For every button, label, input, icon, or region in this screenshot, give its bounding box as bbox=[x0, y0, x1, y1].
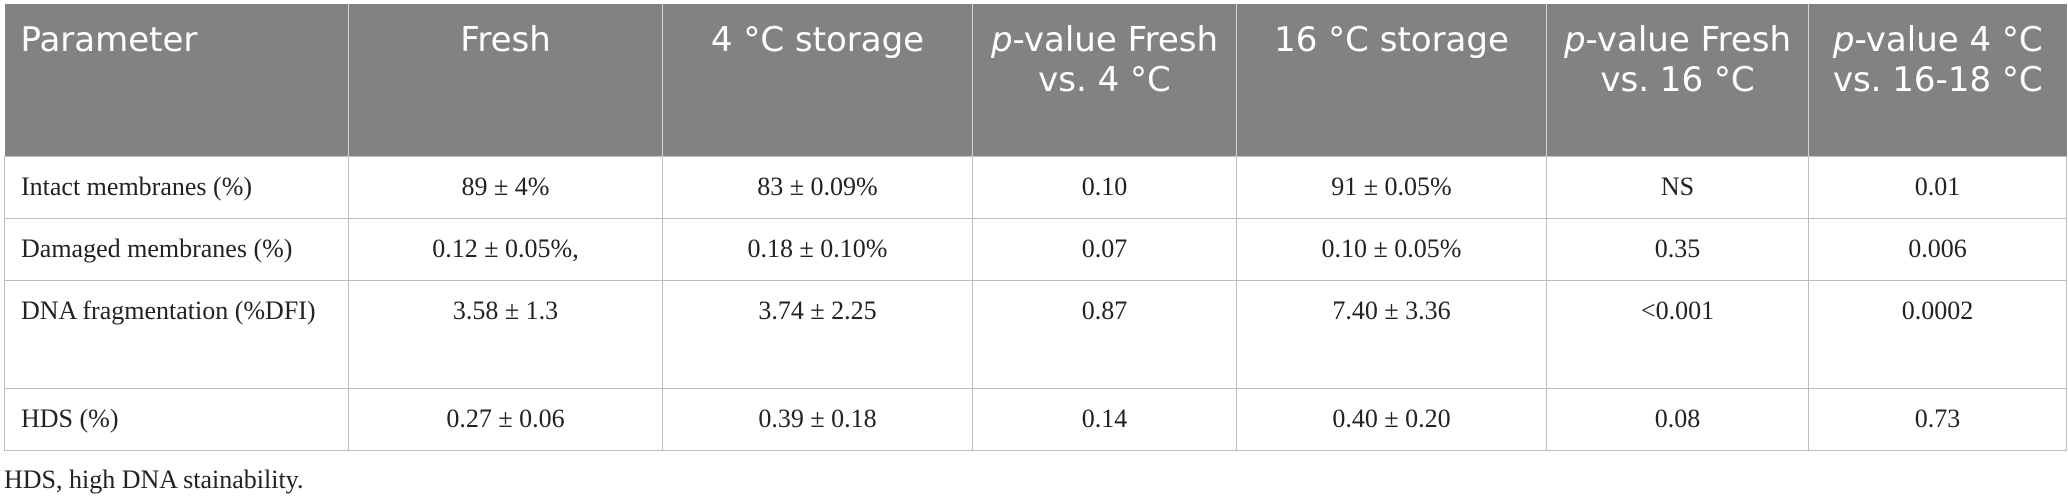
header-p-italic: p bbox=[990, 20, 1013, 60]
row-label: Intact membranes (%) bbox=[4, 155, 349, 218]
results-table: Parameter Fresh 4 °C storage p-value Fre… bbox=[4, 4, 2067, 451]
header-p-rest: -value Fresh vs. 16 °C bbox=[1585, 20, 1792, 100]
table-cell: 0.10 bbox=[972, 155, 1237, 218]
header-p-italic: p bbox=[1832, 20, 1855, 60]
table-cell: 0.35 bbox=[1546, 217, 1809, 280]
table-row: DNA fragmentation (%DFI) 3.58 ± 1.3 3.74… bbox=[4, 279, 2067, 388]
table-cell: 91 ± 0.05% bbox=[1236, 155, 1547, 218]
table-row: Intact membranes (%) 89 ± 4% 83 ± 0.09% … bbox=[4, 155, 2067, 218]
table-cell: 89 ± 4% bbox=[348, 155, 663, 218]
table-cell: 83 ± 0.09% bbox=[662, 155, 973, 218]
table-cell: 0.006 bbox=[1808, 217, 2067, 280]
header-4c-storage: 4 °C storage bbox=[662, 4, 973, 156]
header-pvalue-fresh-vs-4c: p-value Fresh vs. 4 °C bbox=[972, 4, 1237, 156]
table-cell: 0.01 bbox=[1808, 155, 2067, 218]
row-label: Damaged membranes (%) bbox=[4, 217, 349, 280]
table-cell: 0.08 bbox=[1546, 387, 1809, 451]
table-cell: 7.40 ± 3.36 bbox=[1236, 279, 1547, 388]
header-pvalue-fresh-vs-16c: p-value Fresh vs. 16 °C bbox=[1546, 4, 1809, 156]
header-parameter: Parameter bbox=[4, 4, 349, 156]
table-cell: 3.74 ± 2.25 bbox=[662, 279, 973, 388]
table-cell: 0.12 ± 0.05%, bbox=[348, 217, 663, 280]
table-footnote: HDS, high DNA stainability. bbox=[4, 465, 304, 494]
table-cell: NS bbox=[1546, 155, 1809, 218]
header-p-rest: -value 4 °C vs. 16-18 °C bbox=[1832, 20, 2043, 100]
table-cell: 0.14 bbox=[972, 387, 1237, 451]
header-fresh: Fresh bbox=[348, 4, 663, 156]
row-label: DNA fragmentation (%DFI) bbox=[4, 279, 349, 388]
table-cell: 0.07 bbox=[972, 217, 1237, 280]
row-label: HDS (%) bbox=[4, 387, 349, 451]
header-p-italic: p bbox=[1563, 20, 1586, 60]
header-row: Parameter Fresh 4 °C storage p-value Fre… bbox=[4, 4, 2067, 156]
table-cell: 0.10 ± 0.05% bbox=[1236, 217, 1547, 280]
table-cell: 0.18 ± 0.10% bbox=[662, 217, 973, 280]
table-cell: 0.27 ± 0.06 bbox=[348, 387, 663, 451]
header-p-rest: -value Fresh vs. 4 °C bbox=[1012, 20, 1219, 100]
header-16c-storage: 16 °C storage bbox=[1236, 4, 1547, 156]
data-table-container: Parameter Fresh 4 °C storage p-value Fre… bbox=[4, 4, 2067, 451]
table-cell: 0.40 ± 0.20 bbox=[1236, 387, 1547, 451]
table-cell: 0.73 bbox=[1808, 387, 2067, 451]
header-pvalue-4c-vs-16-18c: p-value 4 °C vs. 16-18 °C bbox=[1808, 4, 2067, 156]
table-cell: 0.87 bbox=[972, 279, 1237, 388]
table-cell: 0.39 ± 0.18 bbox=[662, 387, 973, 451]
table-cell: 0.0002 bbox=[1808, 279, 2067, 388]
table-cell: 3.58 ± 1.3 bbox=[348, 279, 663, 388]
table-row: HDS (%) 0.27 ± 0.06 0.39 ± 0.18 0.14 0.4… bbox=[4, 387, 2067, 451]
table-row: Damaged membranes (%) 0.12 ± 0.05%, 0.18… bbox=[4, 217, 2067, 280]
table-cell: <0.001 bbox=[1546, 279, 1809, 388]
